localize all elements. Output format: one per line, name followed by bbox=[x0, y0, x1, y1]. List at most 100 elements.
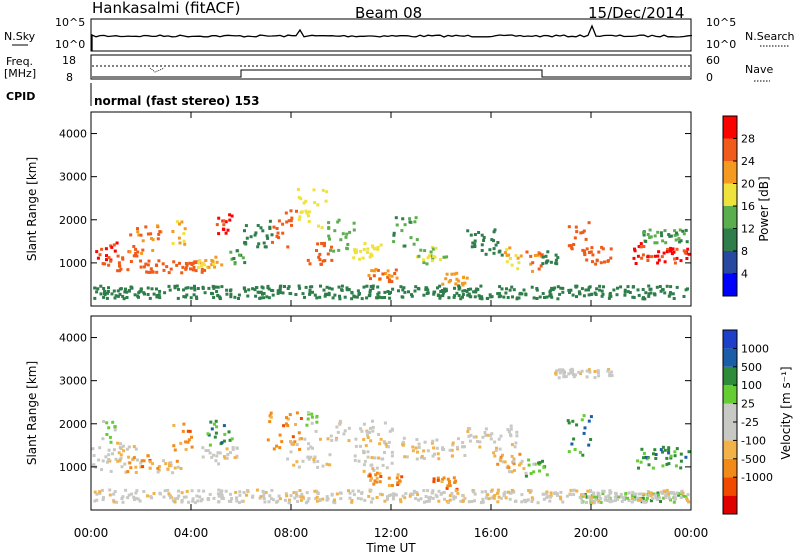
power-cell bbox=[281, 231, 285, 235]
velocity-colorbar-tick: 25 bbox=[741, 398, 755, 411]
power-cell bbox=[103, 292, 106, 295]
velocity-cell bbox=[217, 462, 221, 466]
velocity-cell bbox=[235, 446, 239, 450]
velocity-cell bbox=[649, 491, 653, 495]
power-cell bbox=[211, 292, 215, 296]
velocity-cell bbox=[177, 494, 181, 498]
velocity-colorbar-swatch bbox=[723, 440, 737, 459]
velocity-cell bbox=[396, 483, 400, 486]
velocity-cell bbox=[522, 498, 526, 502]
power-cell bbox=[409, 236, 413, 240]
power-cell bbox=[462, 275, 465, 279]
velocity-cell bbox=[261, 489, 265, 493]
velocity-cell bbox=[578, 495, 582, 499]
power-cell bbox=[444, 277, 448, 281]
velocity-colorbar-swatch bbox=[723, 366, 737, 386]
power-cell bbox=[591, 253, 595, 257]
velocity-cell bbox=[679, 490, 683, 494]
velocity-cell bbox=[644, 455, 648, 459]
power-cell bbox=[678, 240, 682, 244]
velocity-cell bbox=[330, 438, 334, 442]
velocity-cell bbox=[295, 411, 299, 415]
velocity-cell bbox=[311, 446, 314, 450]
power-cell bbox=[230, 214, 234, 218]
power-cell bbox=[132, 245, 136, 248]
velocity-cell bbox=[651, 497, 655, 500]
power-cell bbox=[377, 295, 381, 299]
velocity-cell bbox=[614, 491, 618, 495]
power-cell bbox=[507, 253, 511, 257]
velocity-cell bbox=[387, 440, 391, 444]
velocity-cell bbox=[495, 492, 499, 495]
velocity-cell bbox=[509, 424, 513, 428]
freq-blip bbox=[149, 67, 165, 73]
velocity-cell bbox=[348, 491, 352, 495]
nave-line bbox=[92, 69, 690, 78]
velocity-cell bbox=[215, 425, 219, 429]
velocity-cell bbox=[114, 457, 118, 461]
power-cell bbox=[639, 242, 643, 246]
velocity-cell bbox=[673, 492, 677, 496]
velocity-cell bbox=[502, 494, 506, 497]
power-cell bbox=[544, 261, 548, 265]
power-cell bbox=[649, 287, 653, 291]
velocity-cell bbox=[193, 501, 197, 505]
power-cell bbox=[465, 290, 469, 293]
velocity-cell bbox=[217, 488, 221, 492]
power-cell bbox=[626, 285, 630, 289]
velocity-cell bbox=[97, 458, 101, 462]
velocity-cell bbox=[101, 437, 105, 441]
velocity-cell bbox=[316, 492, 320, 495]
power-cell bbox=[504, 251, 507, 255]
power-cell bbox=[432, 292, 436, 296]
power-cell bbox=[674, 238, 678, 242]
power-cell bbox=[632, 256, 636, 260]
velocity-cell bbox=[310, 412, 314, 416]
power-cell bbox=[262, 296, 266, 300]
power-cell bbox=[461, 293, 465, 296]
power-cell bbox=[471, 241, 475, 245]
power-cell bbox=[134, 247, 138, 251]
power-cell bbox=[176, 296, 180, 300]
power-cell bbox=[268, 219, 272, 223]
velocity-cell bbox=[435, 446, 439, 450]
power-cell bbox=[585, 258, 589, 262]
velocity-cell bbox=[624, 492, 628, 495]
power-cell bbox=[550, 295, 554, 299]
velocity-cell bbox=[206, 498, 210, 502]
power-cell bbox=[259, 226, 263, 230]
power-cell bbox=[432, 247, 436, 251]
velocity-cell bbox=[119, 453, 123, 457]
velocity-cell bbox=[201, 455, 205, 459]
velocity-cell bbox=[566, 419, 570, 423]
velocity-colorbar-swatch bbox=[723, 477, 737, 496]
velocity-cell bbox=[224, 489, 228, 493]
power-cell bbox=[478, 296, 482, 300]
power-cell bbox=[428, 254, 431, 258]
power-cell bbox=[686, 247, 690, 251]
velocity-cell bbox=[417, 442, 421, 446]
velocity-cell bbox=[316, 499, 319, 503]
power-cell bbox=[233, 262, 237, 266]
power-cell bbox=[424, 288, 428, 292]
power-cell bbox=[371, 284, 375, 288]
power-cell bbox=[488, 248, 492, 252]
power-cell bbox=[440, 289, 444, 292]
power-cell bbox=[141, 248, 145, 252]
power-cell bbox=[183, 227, 187, 231]
velocity-cell bbox=[470, 500, 474, 503]
power-cell bbox=[394, 216, 398, 220]
velocity-cell bbox=[483, 431, 487, 434]
velocity-cell bbox=[301, 459, 305, 463]
velocity-cell bbox=[390, 427, 394, 431]
power-cell bbox=[370, 269, 374, 273]
velocity-cell bbox=[222, 455, 226, 459]
power-cell bbox=[595, 258, 599, 262]
power-cell bbox=[598, 284, 602, 288]
velocity-cell bbox=[214, 431, 218, 435]
power-cell bbox=[104, 247, 108, 251]
nsky-label: N.Sky bbox=[4, 30, 36, 43]
power-cell bbox=[298, 215, 302, 219]
power-cell bbox=[109, 259, 113, 263]
power-cell bbox=[368, 293, 372, 297]
